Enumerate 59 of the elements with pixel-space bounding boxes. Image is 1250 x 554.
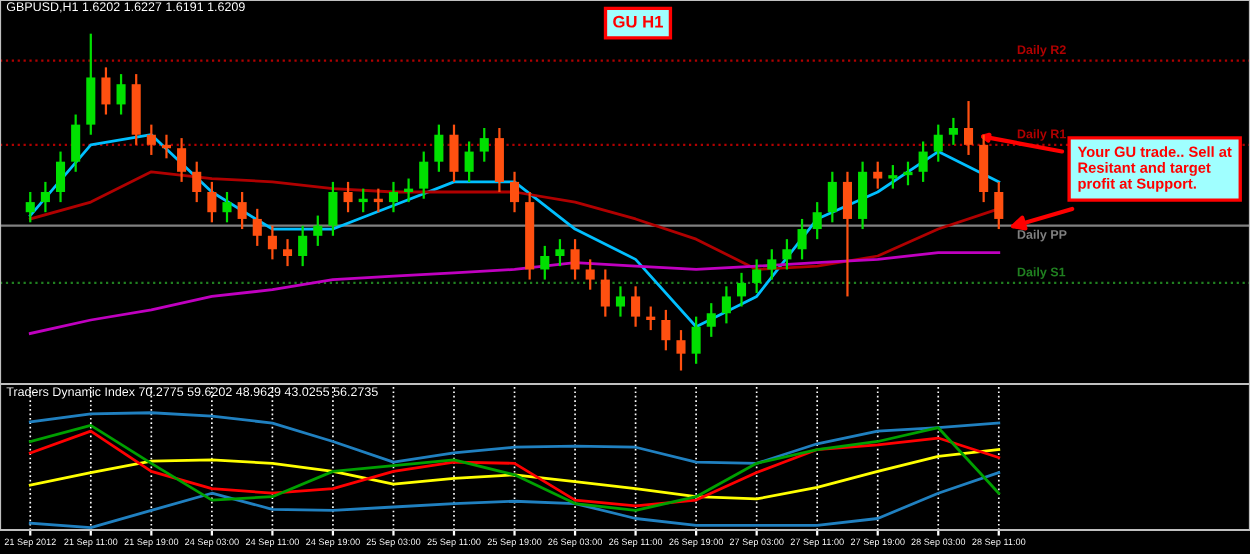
candlestick xyxy=(600,268,610,318)
candlestick xyxy=(736,271,747,308)
candlestick xyxy=(192,160,202,204)
candlestick xyxy=(963,99,974,157)
candlestick xyxy=(388,180,398,214)
candlestick xyxy=(994,180,1004,231)
candlestick xyxy=(343,180,353,214)
candlestick xyxy=(177,137,187,183)
candlestick xyxy=(71,113,81,173)
candlestick xyxy=(585,258,595,291)
candlestick xyxy=(706,302,716,338)
candlestick xyxy=(827,170,837,224)
candlestick xyxy=(494,126,504,194)
candlestick xyxy=(948,116,958,146)
candlestick xyxy=(207,180,217,224)
candlestick xyxy=(237,190,247,231)
candlestick xyxy=(979,133,989,204)
candlestick xyxy=(615,285,625,318)
candlestick xyxy=(419,150,429,200)
candlestick xyxy=(146,123,156,157)
candlestick xyxy=(328,180,338,237)
candlestick xyxy=(449,123,459,183)
candlestick xyxy=(691,315,701,365)
candlestick xyxy=(86,32,96,136)
candlestick xyxy=(267,224,277,261)
text: GU H1 xyxy=(613,15,663,28)
candlestick xyxy=(479,126,489,163)
candlestick xyxy=(933,123,943,163)
candlestick xyxy=(313,214,323,247)
candlestick xyxy=(282,238,293,268)
candlestick xyxy=(509,170,520,214)
candlestick xyxy=(252,207,262,247)
candlestick xyxy=(661,308,671,352)
candlestick xyxy=(812,201,822,241)
candlestick xyxy=(873,160,883,190)
candlestick xyxy=(101,66,111,116)
candlestick xyxy=(858,160,868,231)
candlestick xyxy=(797,217,807,261)
candlestick xyxy=(222,190,232,224)
candlestick xyxy=(888,163,898,190)
candlestick xyxy=(631,285,641,328)
candlestick xyxy=(540,244,550,281)
candlestick xyxy=(782,238,792,271)
candlestick xyxy=(25,190,35,224)
candlestick xyxy=(116,73,126,116)
candlestick xyxy=(903,160,913,187)
candlestick xyxy=(298,224,308,268)
candlestick xyxy=(918,140,928,183)
candlestick xyxy=(842,170,852,298)
candlestick xyxy=(464,140,474,183)
candlestick xyxy=(721,285,731,325)
candlestick xyxy=(55,150,66,204)
candlestick xyxy=(570,238,580,281)
candlestick xyxy=(676,329,686,372)
candlestick xyxy=(555,238,565,268)
candlestick xyxy=(767,248,777,281)
candlestick xyxy=(40,180,50,214)
candlestick xyxy=(434,123,444,173)
candlestick xyxy=(752,258,762,295)
